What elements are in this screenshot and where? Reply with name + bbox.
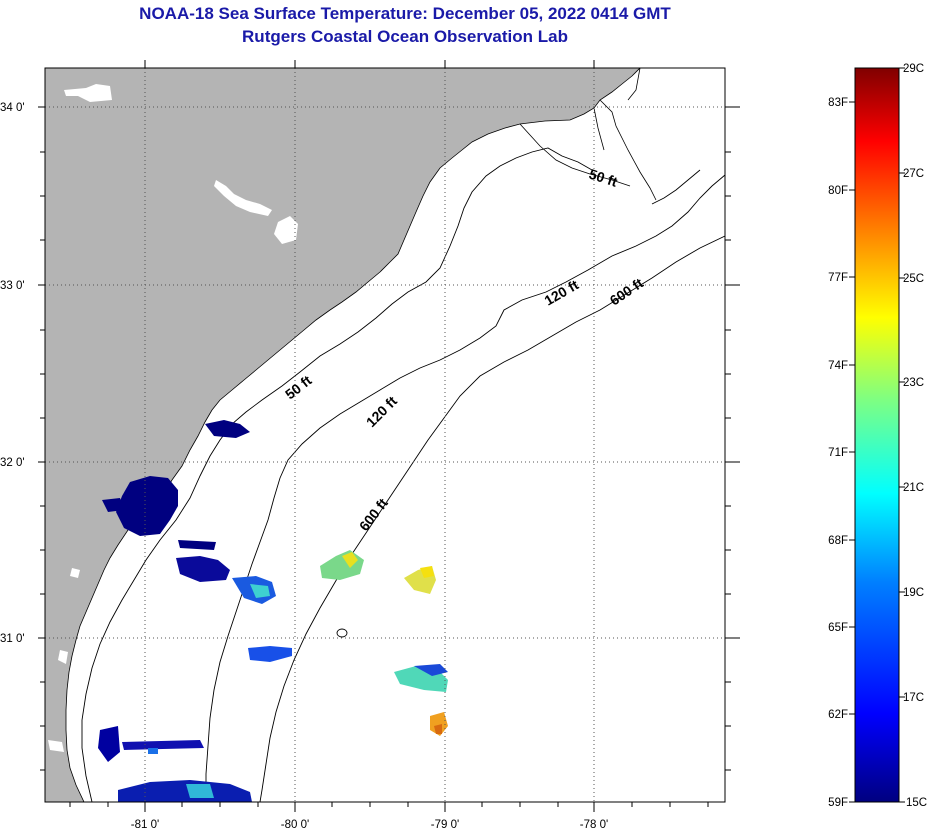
sst-patch-cold-north	[205, 420, 250, 438]
lat-label-32: 32 0'	[0, 457, 25, 469]
cb-c-19: 19C	[903, 587, 924, 599]
map-frame	[44, 67, 726, 803]
cb-f-62: 62F	[828, 709, 848, 721]
sst-patch-red-east	[434, 724, 442, 734]
lon-label-79: -79 0'	[431, 819, 459, 831]
small-contour-ring	[336, 628, 348, 638]
cb-f-68: 68F	[828, 535, 848, 547]
sst-patch-cold-mid	[176, 556, 230, 582]
lat-label-33: 33 0'	[0, 280, 25, 292]
lat-label-31: 31 0'	[0, 633, 25, 645]
color-scale: 29C 27C 25C 23C 21C 19C 17C 15C 83F 80F …	[828, 63, 927, 809]
map-frame-content: 50 ft 50 ft 120 ft 120 ft 600 ft 600 ft	[45, 68, 725, 802]
cb-f-83: 83F	[828, 97, 848, 109]
sst-patch-yellow-east-core	[420, 566, 434, 578]
cb-c-27: 27C	[903, 168, 924, 180]
contour-50ft-north	[651, 169, 701, 205]
cb-c-25: 25C	[903, 273, 924, 285]
lon-label-80: -80 0'	[281, 819, 309, 831]
contour-120ft	[205, 174, 725, 802]
sst-patch-cold-strip	[102, 498, 124, 512]
sst-patch-cold-band	[122, 740, 204, 750]
map-subtitle: Rutgers Coastal Ocean Observation Lab	[242, 27, 568, 46]
color-scale-ticks	[849, 67, 905, 803]
sst-patch-blue-dot	[148, 748, 158, 754]
cb-f-71: 71F	[828, 447, 848, 459]
land-mass	[45, 68, 641, 802]
inland-lakes	[48, 84, 298, 752]
lat-label-34: 34 0'	[0, 102, 25, 114]
contour-600ft	[259, 235, 725, 802]
sst-patches	[98, 420, 448, 802]
cb-c-21: 21C	[903, 482, 924, 494]
contour-50ft	[81, 147, 593, 802]
graticule	[45, 68, 725, 802]
map-title: NOAA-18 Sea Surface Temperature: Decembe…	[139, 4, 671, 23]
sst-patch-blue-south	[248, 646, 292, 662]
axis-ticks	[38, 60, 740, 812]
cb-f-65: 65F	[828, 622, 848, 634]
cb-c-15: 15C	[906, 797, 927, 809]
cb-f-59: 59F	[828, 797, 848, 809]
sst-patch-bottom-cyan	[186, 784, 214, 798]
lon-label-78: -78 0'	[580, 819, 608, 831]
cb-c-17: 17C	[903, 692, 924, 704]
cb-f-80: 80F	[828, 185, 848, 197]
sst-patch-cold-mid2	[178, 540, 216, 550]
lon-label-81: -81 0'	[131, 819, 159, 831]
sst-patch-blue-east	[414, 664, 448, 676]
sst-patch-cold-south	[98, 726, 120, 762]
color-scale-bar	[854, 67, 900, 803]
sst-patch-bottom	[118, 780, 252, 802]
cb-f-74: 74F	[828, 360, 848, 372]
sst-patch-cyan-mid	[250, 584, 270, 598]
sst-patch-yellow-offshore	[342, 552, 358, 568]
cb-f-77: 77F	[828, 272, 848, 284]
cb-c-29: 29C	[903, 63, 924, 75]
sst-patch-orange-east	[430, 712, 448, 736]
estuary-lines	[519, 68, 657, 201]
cb-c-23: 23C	[903, 377, 924, 389]
sst-patch-cold-estuary	[116, 476, 178, 536]
